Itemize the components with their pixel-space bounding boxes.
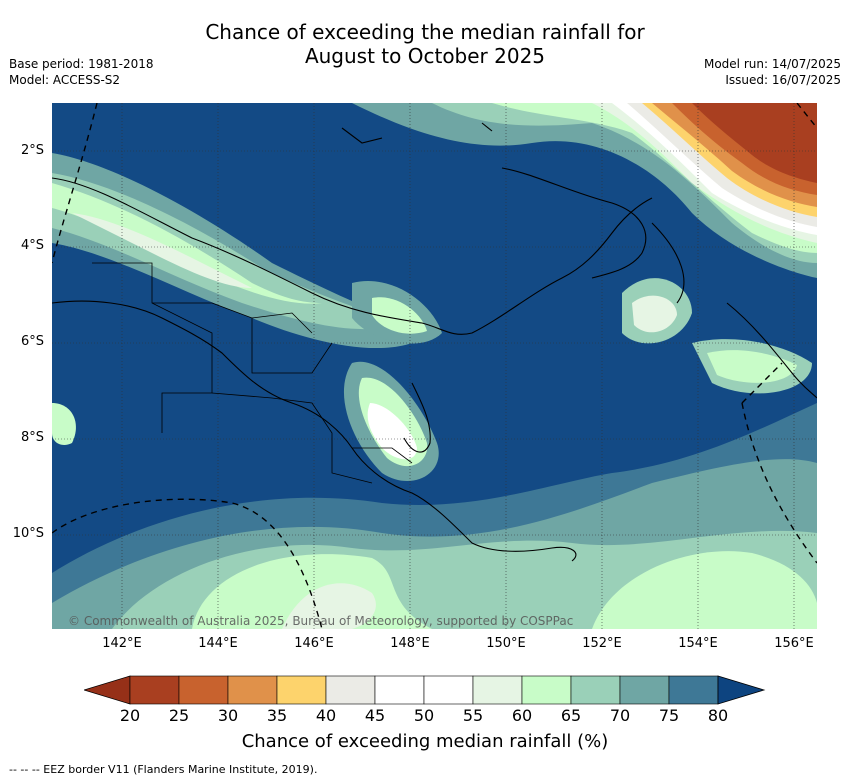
colorbar-under-triangle — [84, 675, 131, 705]
contour-70-north-band — [52, 153, 432, 349]
rainfall-contour-map — [52, 103, 817, 629]
lon-label-150e: 150°E — [486, 636, 526, 651]
lat-label-4s: 4°S — [20, 238, 44, 253]
lon-label-152e: 152°E — [582, 636, 622, 651]
contour-60-north-band — [52, 183, 322, 304]
colorbar-label: Chance of exceeding median rainfall (%) — [241, 731, 609, 752]
colorbar-over-triangle — [717, 675, 766, 705]
lon-label-148e: 148°E — [390, 636, 430, 651]
colorbar-tick-label: 40 — [315, 706, 337, 725]
contour-60-bougainville — [707, 350, 797, 383]
copyright-notice: © Commonwealth of Australia 2025, Bureau… — [68, 614, 574, 628]
contour-20-north-east — [692, 103, 817, 183]
contour-60-west-edge — [52, 403, 76, 445]
lat-label-10s: 10°S — [12, 526, 44, 541]
lon-label-154e: 154°E — [678, 636, 718, 651]
chart-title-line1: Chance of exceeding the median rainfall … — [205, 20, 645, 44]
colorbar-segment — [570, 675, 621, 705]
lon-label-156e: 156°E — [774, 636, 814, 651]
contour-55-south — [282, 583, 376, 629]
colorbar-segment — [521, 675, 572, 705]
lon-label-146e: 146°E — [294, 636, 334, 651]
base-period-text: Base period: 1981-2018 — [9, 57, 154, 71]
lat-label-6s: 6°S — [20, 334, 44, 349]
colorbar-tick-label: 45 — [364, 706, 386, 725]
province-borders — [92, 262, 413, 484]
issued-date-text: Issued: 16/07/2025 — [725, 73, 841, 87]
eez-footnote: -- -- -- EEZ border V11 (Flanders Marine… — [9, 763, 318, 776]
rainfall-map — [52, 103, 817, 629]
eez-borders — [52, 103, 817, 629]
colorbar-tick-label: 25 — [168, 706, 190, 725]
colorbar-segment — [619, 675, 670, 705]
coastlines — [52, 122, 817, 562]
colorbar-segment — [472, 675, 523, 705]
contour-60-north-central — [372, 297, 427, 334]
chart-title-line2: August to October 2025 — [304, 44, 546, 68]
colorbar-tick-label: 65 — [560, 706, 582, 725]
lat-label-8s: 8°S — [20, 430, 44, 445]
colorbar-segment — [374, 675, 425, 705]
colorbar-tick-label: 30 — [217, 706, 239, 725]
contour-65-north-band — [52, 173, 402, 330]
colorbar-tick-label: 50 — [413, 706, 435, 725]
colorbar-tick-label: 70 — [609, 706, 631, 725]
model-text: Model: ACCESS-S2 — [9, 73, 121, 87]
colorbar-tick-label: 35 — [266, 706, 288, 725]
colorbar-segment — [276, 675, 327, 705]
colorbar — [84, 675, 766, 705]
colorbar-tick-label: 20 — [119, 706, 141, 725]
contour-55-new-ireland — [632, 295, 677, 333]
colorbar-tick-label: 55 — [462, 706, 484, 725]
colorbar-tick-label: 75 — [658, 706, 680, 725]
contour-50-central — [367, 403, 417, 460]
colorbar-segment — [325, 675, 376, 705]
colorbar-tick-label: 80 — [707, 706, 729, 725]
colorbar-segment — [227, 675, 278, 705]
colorbar-segment — [423, 675, 474, 705]
colorbar-segment — [668, 675, 719, 705]
colorbar-segment — [129, 675, 180, 705]
contour-55-north-band — [72, 213, 252, 288]
colorbar-tick-label: 60 — [511, 706, 533, 725]
lon-label-142e: 142°E — [102, 636, 142, 651]
colorbar-segment — [178, 675, 229, 705]
map-graticule — [52, 103, 817, 629]
model-run-text: Model run: 14/07/2025 — [703, 57, 841, 71]
lat-label-2s: 2°S — [20, 143, 44, 158]
contour-60-south-east — [592, 551, 817, 629]
lon-label-144e: 144°E — [198, 636, 238, 651]
